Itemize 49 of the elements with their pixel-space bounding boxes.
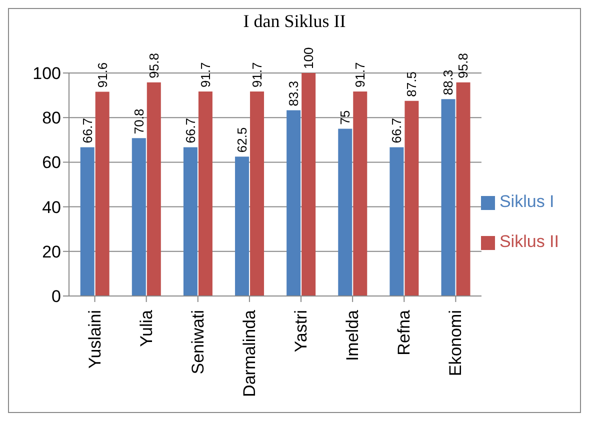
bar (338, 128, 352, 296)
data-label: 91.6 (94, 62, 110, 88)
data-label: 95.8 (456, 53, 471, 78)
data-label: 100 (301, 47, 316, 69)
bar (95, 92, 110, 296)
bar (146, 82, 161, 296)
y-tick-label: 20 (42, 242, 61, 262)
y-tick-label: 60 (42, 153, 61, 172)
bar (132, 138, 146, 296)
x-tick-label: Refna (394, 309, 414, 356)
data-label: 66.7 (182, 118, 198, 144)
bar (286, 110, 301, 296)
x-tick-label: Yuslaini (85, 310, 104, 369)
bar (353, 92, 368, 296)
y-tick-label: 100 (32, 64, 61, 84)
bar (456, 82, 470, 296)
data-label: 66.7 (389, 118, 404, 144)
data-label: 70.8 (131, 108, 146, 134)
chart-title: I dan Siklus II (242, 10, 347, 33)
bar (250, 92, 264, 296)
data-label: 75 (338, 110, 353, 125)
bar (183, 147, 198, 296)
x-tick-label: Yastri (292, 310, 311, 352)
bar (390, 147, 404, 296)
bar (441, 99, 456, 296)
data-label: 95.8 (146, 53, 162, 78)
legend-label: Siklus I (499, 192, 554, 211)
x-tick-label: Imelda (343, 309, 362, 362)
bar (198, 92, 212, 296)
data-label: 91.7 (352, 62, 368, 88)
data-label: 88.3 (440, 70, 456, 96)
data-label: 62.5 (234, 127, 250, 153)
data-label: 66.7 (80, 118, 95, 144)
x-tick-label: Seniwati (188, 310, 208, 374)
data-label: 91.7 (250, 62, 265, 88)
x-tick-label: Darmalinda (240, 309, 259, 397)
y-tick-label: 80 (42, 108, 61, 128)
y-tick-label: 0 (52, 287, 61, 306)
bar (302, 73, 316, 296)
bar (235, 156, 250, 296)
data-label: 91.7 (198, 62, 213, 88)
x-tick-label: Ekonomi (446, 310, 466, 376)
bar (80, 147, 94, 296)
data-label: 83.3 (286, 80, 302, 106)
y-tick-label: 40 (42, 198, 61, 217)
legend-label: Siklus II (499, 232, 559, 251)
x-tick-label: Yulia (136, 309, 156, 347)
data-label: 87.5 (404, 72, 420, 97)
bar (404, 100, 419, 296)
